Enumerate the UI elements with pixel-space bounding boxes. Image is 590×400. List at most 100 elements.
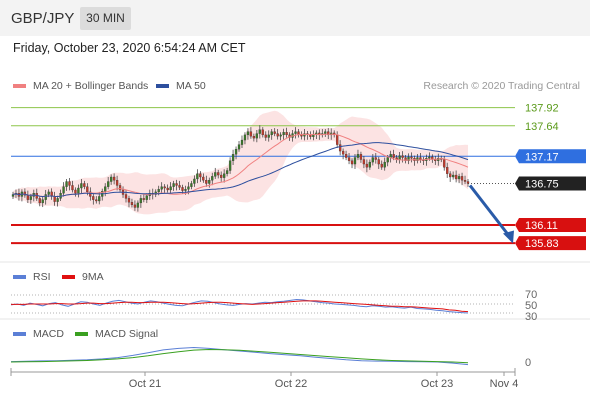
- candle-body: [371, 157, 374, 163]
- candle-body: [211, 176, 214, 181]
- candle-body: [83, 183, 86, 187]
- candle-body: [368, 161, 372, 168]
- rsi-tick-label: 70: [525, 289, 537, 301]
- candle-body: [217, 172, 220, 176]
- candle-body: [202, 176, 205, 181]
- macd-swatch: [13, 332, 26, 336]
- macd-tick-label: 0: [525, 357, 531, 369]
- resistance-level-label: 137.64: [525, 121, 559, 133]
- ma50-line: [12, 142, 469, 198]
- candle-body: [365, 163, 369, 168]
- candle-body: [23, 191, 27, 196]
- candle-body: [160, 186, 163, 190]
- top-bar: GBP/JPY 30 MIN: [0, 0, 590, 36]
- candle-body: [404, 157, 407, 161]
- candle-body: [133, 204, 137, 208]
- candle-body: [118, 185, 122, 191]
- copyright: Research © 2020 Trading Central: [423, 80, 580, 92]
- candle-body: [309, 134, 312, 137]
- candle-body: [109, 176, 113, 182]
- candle-body: [29, 196, 32, 200]
- legend-rsi: RSI: [13, 271, 51, 283]
- ma20-swatch: [13, 84, 26, 88]
- pivot-level-label: 137.17: [525, 151, 559, 163]
- candle-body: [261, 129, 264, 136]
- x-tick-label: Oct 21: [129, 378, 161, 390]
- ma20-line: [12, 133, 469, 198]
- legend-macd-label: MACD: [33, 328, 64, 340]
- candle-body: [347, 157, 351, 161]
- candle-body: [243, 134, 247, 141]
- candle-body: [26, 194, 30, 200]
- timeframe-button[interactable]: 30 MIN: [80, 7, 131, 30]
- candle-body: [240, 139, 244, 145]
- candle-body: [166, 187, 169, 191]
- legend-ma50: MA 50: [156, 80, 206, 92]
- candle-body: [142, 198, 145, 200]
- candle-body: [228, 160, 232, 171]
- candle-body: [181, 187, 184, 191]
- candle-body: [214, 172, 217, 177]
- candle-body: [336, 134, 339, 145]
- candle-body: [380, 163, 383, 168]
- candle-body: [199, 173, 202, 178]
- candle-body: [56, 198, 59, 202]
- candle-body: [124, 194, 128, 199]
- legend-rsi-ma-label: 9MA: [82, 271, 104, 283]
- candle-body: [231, 154, 235, 161]
- candle-body: [377, 159, 380, 165]
- rsi-ma-line: [11, 300, 469, 313]
- candle-body: [92, 196, 95, 200]
- candle-body: [270, 131, 273, 136]
- x-tick-label: Oct 23: [421, 378, 453, 390]
- candle-body: [77, 187, 80, 194]
- candle-body: [169, 186, 172, 191]
- candle-body: [282, 132, 285, 136]
- candle-body: [225, 170, 229, 174]
- candle-body: [130, 202, 134, 206]
- candle-body: [172, 183, 175, 187]
- last-price-label: 136.75: [525, 178, 559, 190]
- candle-body: [457, 176, 461, 180]
- candle-body: [157, 189, 160, 193]
- candle-body: [115, 180, 119, 186]
- candle-body: [205, 180, 208, 184]
- legend-macd-signal-label: MACD Signal: [95, 328, 159, 340]
- symbol-label: GBP/JPY: [11, 10, 75, 27]
- candle-body: [454, 174, 458, 180]
- x-tick-label: Oct 22: [275, 378, 307, 390]
- candle-body: [220, 174, 223, 178]
- support-level-tag: [515, 236, 586, 251]
- candle-body: [273, 131, 276, 134]
- candle-body: [65, 181, 68, 187]
- candle-body: [145, 195, 148, 200]
- rsi-tick-label: 30: [525, 311, 537, 323]
- candle-body: [62, 186, 65, 194]
- candle-body: [407, 156, 410, 161]
- candle-body: [353, 157, 357, 165]
- resistance-level-label: 137.92: [525, 103, 559, 115]
- candle-body: [222, 173, 226, 178]
- x-tick-label: Nov 4: [490, 378, 519, 390]
- candle-body: [89, 191, 92, 197]
- legend-ma20: MA 20 + Bollinger Bands: [13, 80, 148, 92]
- candle-body: [255, 133, 259, 139]
- rsi-tick-label: 50: [525, 300, 537, 312]
- candle-body: [95, 199, 98, 202]
- last-price-tag: [515, 176, 586, 191]
- candle-body: [359, 154, 363, 160]
- candle-body: [446, 167, 449, 174]
- candle-body: [139, 198, 143, 204]
- forecast-arrow-head: [503, 230, 514, 244]
- candle-body: [193, 178, 196, 184]
- candle-body: [386, 157, 389, 163]
- candle-body: [86, 186, 89, 193]
- candle-body: [285, 132, 288, 136]
- candle-body: [374, 157, 377, 160]
- candle-body: [451, 174, 455, 178]
- legend-ma20-label: MA 20 + Bollinger Bands: [33, 80, 149, 92]
- ma50-swatch: [156, 84, 169, 88]
- macd-line: [10, 346, 469, 366]
- candle-body: [350, 160, 354, 165]
